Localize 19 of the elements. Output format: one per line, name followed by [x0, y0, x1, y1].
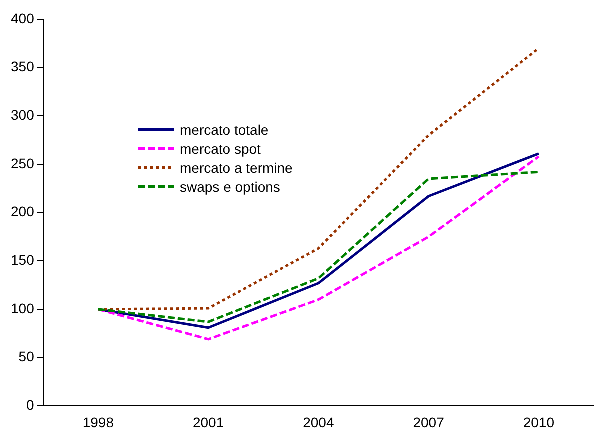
x-tick-label: 2010: [523, 414, 555, 430]
legend-label: mercato a termine: [180, 160, 293, 176]
y-tick-label: 300: [11, 106, 35, 123]
y-tick-label: 150: [11, 252, 35, 268]
x-tick-label: 2007: [413, 414, 445, 430]
legend-label: mercato totale: [180, 122, 269, 138]
x-tick-label: 2004: [303, 414, 334, 430]
line-series: [97, 47, 540, 311]
y-tick-label: 100: [11, 300, 35, 316]
y-tick-label: 0: [26, 397, 35, 414]
x-tick-label: 2001: [192, 414, 224, 430]
y-tick-label: 400: [11, 10, 35, 26]
y-tick-label: 50: [18, 348, 35, 365]
x-tick-label: 1998: [82, 414, 114, 430]
y-tick-label: 250: [11, 155, 35, 172]
legend-label: mercato spot: [180, 140, 261, 156]
y-tick-label: 350: [11, 58, 35, 75]
y-tick-label: 200: [11, 204, 35, 220]
legend-label: swaps e options: [180, 178, 280, 194]
